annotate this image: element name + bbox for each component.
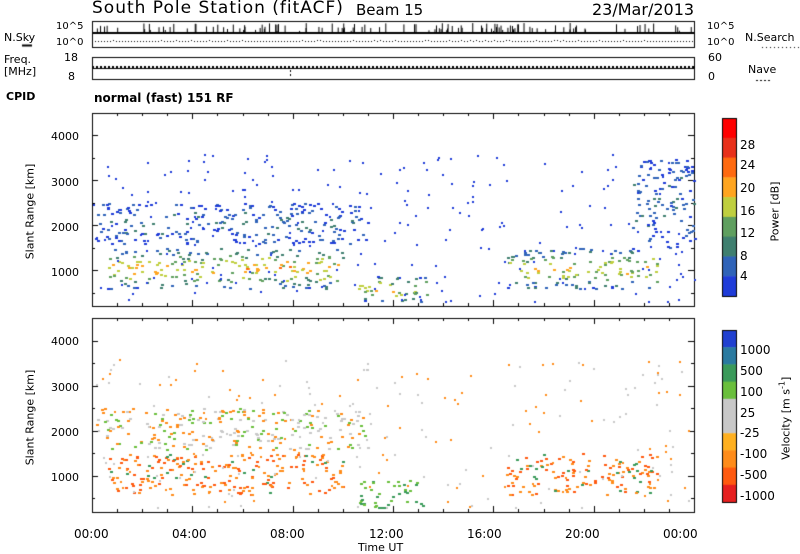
vel-cbar--500: -500 — [740, 468, 768, 482]
vel-cbar--25: -25 — [740, 426, 760, 440]
power-cbar-8: 8 — [740, 249, 748, 263]
vel-ytick-2000: 2000 — [51, 426, 79, 439]
station-title: South Pole Station (fitACF) — [92, 0, 344, 18]
beam-label: Beam 15 — [356, 1, 424, 19]
power-ylabel: Slant Range [km] — [23, 163, 37, 260]
vel-cbar--100: -100 — [740, 447, 768, 461]
vel-cbar-25: 25 — [740, 406, 756, 420]
vel-ytick-4000: 4000 — [51, 335, 79, 348]
cpid-label: CPID — [6, 90, 36, 103]
freq-unit: [MHz] — [4, 65, 37, 78]
vel-ytick-3000: 3000 — [51, 381, 79, 394]
xtick-0000: 00:00 — [74, 527, 109, 541]
xtick-1600: 16:00 — [467, 527, 502, 541]
power-ytick-1000: 1000 — [51, 266, 79, 279]
nsky-bottom: 10^0 — [56, 37, 84, 48]
xtick-1200: 12:00 — [369, 527, 404, 541]
power-cbar-12: 12 — [740, 226, 756, 240]
power-cbar-20: 20 — [740, 181, 756, 195]
power-cbar-4: 4 — [740, 269, 748, 283]
date-label: 23/Mar/2013 — [592, 0, 695, 19]
nsearch-top: 10^5 — [707, 21, 735, 32]
nsearch-bottom: 10^0 — [707, 37, 735, 48]
power-cbar-24: 24 — [740, 158, 756, 172]
vel-ytick-1000: 1000 — [51, 471, 79, 484]
vel-cbar-100: 100 — [740, 385, 763, 399]
nsearch-label: N.Search — [745, 31, 795, 44]
xtick-0400: 04:00 — [172, 527, 207, 541]
power-ytick-4000: 4000 — [51, 130, 79, 143]
nave-top: 60 — [708, 51, 722, 64]
vel-cbar--1000: -1000 — [740, 489, 775, 503]
power-ytick-2000: 2000 — [51, 221, 79, 234]
nave-bottom: 0 — [708, 70, 715, 83]
vel-cbar-500: 500 — [740, 364, 763, 378]
vel-cbar-label: Velocity [m s-1] — [777, 376, 793, 460]
freq-top: 18 — [64, 51, 78, 64]
vel-cbar-1000: 1000 — [740, 343, 771, 357]
power-ytick-3000: 3000 — [51, 176, 79, 189]
freq-label: Freq. — [4, 53, 32, 66]
vel-ylabel: Slant Range [km] — [23, 369, 37, 466]
xtick-2400: 00:00 — [663, 527, 698, 541]
nave-label: Nave — [748, 63, 777, 76]
power-cbar-label: Power [dB] — [768, 181, 782, 242]
nsky-label: N.Sky — [4, 31, 36, 44]
freq-bottom: 8 — [68, 70, 75, 83]
nsky-top: 10^5 — [56, 21, 84, 32]
xtick-0800: 08:00 — [270, 527, 305, 541]
power-cbar-28: 28 — [740, 138, 756, 152]
xaxis-label: Time UT — [358, 541, 404, 554]
cpid-value: normal (fast) 151 RF — [94, 91, 234, 105]
power-cbar-16: 16 — [740, 204, 756, 218]
xtick-2000: 20:00 — [565, 527, 600, 541]
